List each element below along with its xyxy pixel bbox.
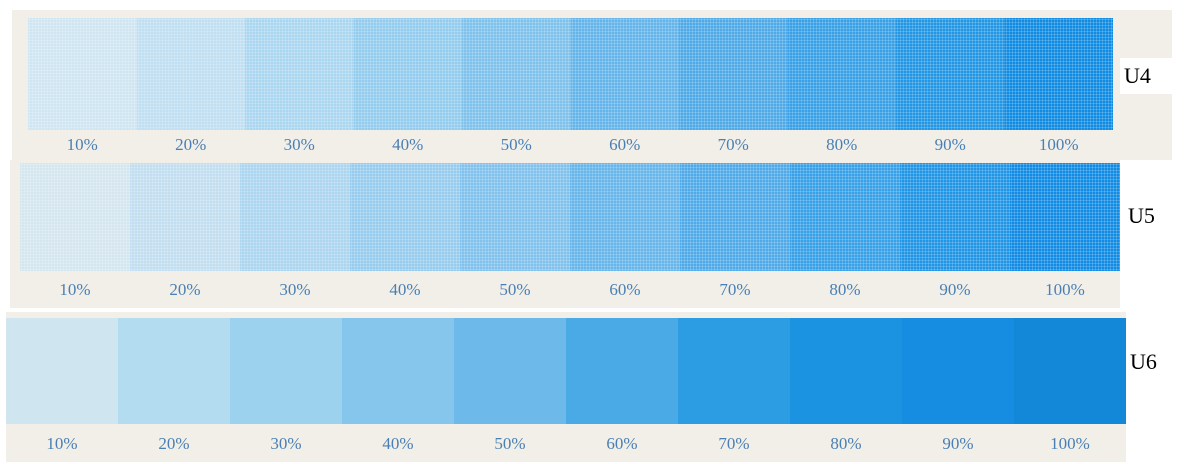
percent-label-u6-5: 50% bbox=[494, 433, 526, 453]
percent-label-u6-8: 80% bbox=[830, 433, 862, 453]
patch-u4-7 bbox=[679, 18, 788, 130]
percent-label-u4-8: 80% bbox=[826, 134, 858, 154]
percent-label-u6-9: 90% bbox=[942, 433, 974, 453]
color-strip-u6: 10% 20% 30% 40% 50% 60% 70% 80% 90% 100% bbox=[6, 318, 1126, 462]
percent-label-u4-3: 30% bbox=[283, 134, 315, 154]
patch-u5-3 bbox=[240, 163, 350, 271]
percent-label-row-u5: 10% 20% 30% 40% 50% 60% 70% 80% 90% 100% bbox=[20, 271, 1120, 308]
percent-label-u6-3: 30% bbox=[270, 433, 302, 453]
patch-u5-10 bbox=[1010, 163, 1120, 271]
patch-row-u6 bbox=[6, 318, 1126, 424]
percent-label-u6-4: 40% bbox=[382, 433, 414, 453]
patch-u4-3 bbox=[245, 18, 354, 130]
patch-u6-10 bbox=[1014, 318, 1126, 424]
percent-label-u5-9: 90% bbox=[939, 280, 971, 299]
strip-tag-u5: U5 bbox=[1124, 196, 1186, 236]
percent-label-u5-2: 20% bbox=[169, 280, 201, 299]
percent-label-u4-6: 60% bbox=[609, 134, 641, 154]
patch-u4-6 bbox=[570, 18, 679, 130]
patch-u6-8 bbox=[790, 318, 902, 424]
patch-u6-9 bbox=[902, 318, 1014, 424]
color-strip-u4: 10% 20% 30% 40% 50% 60% 70% 80% 90% 100% bbox=[28, 18, 1113, 158]
patch-u4-10 bbox=[1004, 18, 1113, 130]
percent-label-u4-5: 50% bbox=[500, 134, 532, 154]
percent-label-row-u4: 10% 20% 30% 40% 50% 60% 70% 80% 90% 100% bbox=[28, 130, 1113, 158]
percent-label-u5-6: 60% bbox=[609, 280, 641, 299]
percent-label-u5-4: 40% bbox=[389, 280, 421, 299]
patch-u4-4 bbox=[353, 18, 462, 130]
percent-label-u6-7: 70% bbox=[718, 433, 750, 453]
percent-label-u5-1: 10% bbox=[59, 280, 91, 299]
patch-row-u4 bbox=[28, 18, 1113, 130]
percent-label-u6-2: 20% bbox=[158, 433, 190, 453]
patch-u5-4 bbox=[350, 163, 460, 271]
percent-label-u5-7: 70% bbox=[719, 280, 751, 299]
strip-tag-u4: U4 bbox=[1120, 58, 1182, 94]
percent-label-u5-3: 30% bbox=[279, 280, 311, 299]
percent-label-u6-6: 60% bbox=[606, 433, 638, 453]
percent-label-row-u6: 10% 20% 30% 40% 50% 60% 70% 80% 90% 100% bbox=[6, 424, 1126, 462]
patch-u6-6 bbox=[566, 318, 678, 424]
percent-label-u4-4: 40% bbox=[392, 134, 424, 154]
patch-u5-2 bbox=[130, 163, 240, 271]
patch-u6-7 bbox=[678, 318, 790, 424]
percent-label-u4-2: 20% bbox=[175, 134, 207, 154]
color-strip-u5: 10% 20% 30% 40% 50% 60% 70% 80% 90% 100% bbox=[20, 163, 1120, 308]
patch-u5-9 bbox=[900, 163, 1010, 271]
patch-u4-8 bbox=[787, 18, 896, 130]
percent-label-u4-1: 10% bbox=[66, 134, 98, 154]
patch-u6-2 bbox=[118, 318, 230, 424]
percent-label-u5-10: 100% bbox=[1045, 280, 1085, 299]
patch-u6-5 bbox=[454, 318, 566, 424]
percent-label-u4-7: 70% bbox=[717, 134, 749, 154]
patch-u6-4 bbox=[342, 318, 454, 424]
patch-u4-2 bbox=[136, 18, 245, 130]
patch-row-u5 bbox=[20, 163, 1120, 271]
percent-label-u5-8: 80% bbox=[829, 280, 861, 299]
patch-u4-9 bbox=[896, 18, 1005, 130]
percent-label-u5-5: 50% bbox=[499, 280, 531, 299]
patch-u4-5 bbox=[462, 18, 571, 130]
patch-u5-1 bbox=[20, 163, 130, 271]
percent-label-u4-10: 100% bbox=[1038, 134, 1079, 154]
patch-u6-3 bbox=[230, 318, 342, 424]
patch-u6-1 bbox=[6, 318, 118, 424]
patch-u5-5 bbox=[460, 163, 570, 271]
percent-label-u6-1: 10% bbox=[46, 433, 78, 453]
strip-tag-u6: U6 bbox=[1126, 342, 1188, 382]
percent-label-u6-10: 100% bbox=[1050, 433, 1090, 453]
patch-u5-6 bbox=[570, 163, 680, 271]
percent-label-u4-9: 90% bbox=[934, 134, 966, 154]
patch-u5-7 bbox=[680, 163, 790, 271]
patch-u5-8 bbox=[790, 163, 900, 271]
patch-u4-1 bbox=[28, 18, 137, 130]
